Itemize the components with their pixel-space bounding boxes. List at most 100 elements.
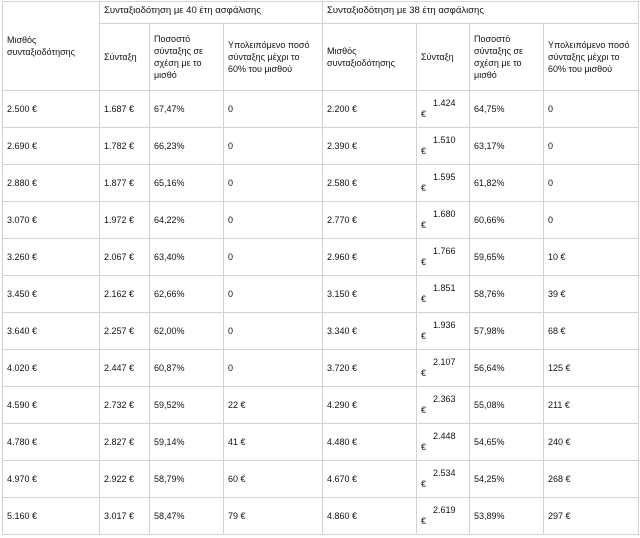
cell-pension-38-currency: € (421, 442, 427, 452)
cell-pension-38-currency: € (421, 368, 427, 378)
cell-percentage-38: 57,98% (469, 312, 545, 350)
cell-percentage-38: 55,08% (469, 386, 545, 424)
cell-pension-38-currency: € (421, 109, 427, 119)
cell-remaining-38: 268 € (543, 460, 640, 498)
cell-salary-40: 4.970 € (2, 460, 100, 498)
cell-pension-38: 1.936 € (416, 312, 471, 350)
cell-pension-38: 2.363 € (416, 386, 471, 424)
cell-percentage-40: 63,40% (149, 238, 224, 276)
cell-salary-38: 2.580 € (322, 164, 418, 202)
cell-pension-38: 1.510 € (416, 127, 471, 165)
cell-percentage-40: 58,47% (149, 497, 224, 535)
header-percentage-38: Ποσοστό σύνταξης σε σχέση με το μισθό (469, 23, 545, 91)
cell-pension-38-amount: 1.766 (433, 246, 456, 256)
cell-percentage-40: 60,87% (149, 349, 224, 387)
cell-pension-38-amount: 1.595 (433, 172, 456, 182)
cell-pension-38-amount: 2.534 (433, 468, 456, 478)
header-group-38-years: Συνταξιοδότηση με 38 έτη ασφάλισης (322, 1, 640, 24)
cell-percentage-38: 59,65% (469, 238, 545, 276)
cell-remaining-40: 0 (222, 275, 324, 313)
header-percentage-40: Ποσοστό σύνταξης σε σχέση με το μισθό (149, 23, 224, 91)
cell-pension-38-amount: 1.510 (433, 135, 456, 145)
cell-pension-40: 2.257 € (99, 312, 150, 350)
cell-pension-38-currency: € (421, 479, 427, 489)
cell-pension-38-currency: € (421, 294, 427, 304)
table-row: 2.880 €1.877 €65,16% 0 2.580 €1.595 €61,82%… (2, 164, 640, 202)
cell-percentage-40: 64,22% (149, 201, 224, 239)
cell-pension-40: 3.017 € (99, 497, 150, 535)
cell-salary-40: 3.260 € (2, 238, 100, 276)
cell-salary-38: 3.340 € (322, 312, 418, 350)
table-row: 4.970 €2.922 €58,79% 60 €4.670 € 2.534 €54,… (2, 460, 640, 498)
cell-percentage-38: 60,66% (469, 201, 545, 239)
cell-pension-38-amount: 1.851 (433, 283, 456, 293)
header-group-40-years: Συνταξιοδότηση με 40 έτη ασφάλισης (98, 1, 324, 24)
table-row: 2.500 €1.687 €67,47% 0 2.200 €1.424 €64,75%… (2, 90, 640, 128)
header-row-groups: Μισθός συνταξιοδότησης Συνταξιοδότηση με… (2, 1, 640, 91)
cell-percentage-38: 53,89% (469, 497, 545, 535)
cell-salary-38: 2.200 € (322, 90, 418, 128)
cell-salary-40: 4.590 € (2, 386, 100, 424)
cell-remaining-38: 297 € (543, 497, 640, 535)
cell-pension-38-currency: € (421, 183, 427, 193)
cell-percentage-40: 66,23% (149, 127, 224, 165)
cell-salary-38: 4.480 € (322, 423, 418, 461)
cell-salary-38: 2.390 € (322, 127, 418, 165)
cell-pension-38-currency: € (421, 405, 427, 415)
cell-pension-38-amount: 1.680 (433, 209, 456, 219)
header-salary-38: Μισθός συνταξιοδότησης (322, 23, 418, 91)
cell-remaining-38: 211 € (543, 386, 640, 424)
cell-remaining-38: 0 (543, 201, 640, 239)
cell-pension-38-currency: € (421, 146, 427, 156)
table-row: 2.690 €1.782 €66,23% 0 2.390 €1.510 €63,17%… (2, 127, 640, 165)
cell-pension-38-amount: 1.936 (433, 320, 456, 330)
cell-salary-38: 2.770 € (322, 201, 418, 239)
cell-remaining-38: 10 € (543, 238, 640, 276)
cell-salary-38: 4.670 € (322, 460, 418, 498)
cell-salary-40: 2.690 € (2, 127, 100, 165)
cell-salary-38: 3.150 € (322, 275, 418, 313)
cell-salary-38: 2.960 € (322, 238, 418, 276)
cell-remaining-40: 22 € (222, 386, 324, 424)
cell-percentage-38: 54,65% (469, 423, 545, 461)
table-row: 3.070 €1.972 €64,22% 0 2.770 €1.680 €60,66%… (2, 201, 640, 239)
cell-pension-38-amount: 1.424 (433, 98, 456, 108)
cell-pension-40: 1.877 € (99, 164, 150, 202)
cell-remaining-40: 0 (222, 349, 324, 387)
header-pension-40: Σύνταξη (99, 23, 150, 91)
cell-remaining-38: 240 € (543, 423, 640, 461)
cell-salary-40: 3.070 € (2, 201, 100, 239)
cell-pension-40: 2.827 € (99, 423, 150, 461)
cell-pension-38-amount: 2.363 (433, 394, 456, 404)
cell-pension-38: 2.448 € (416, 423, 471, 461)
cell-remaining-40: 0 (222, 201, 324, 239)
cell-salary-38: 3.720 € (322, 349, 418, 387)
cell-percentage-38: 58,76% (469, 275, 545, 313)
cell-salary-40: 4.780 € (2, 423, 100, 461)
cell-pension-38: 1.424 € (416, 90, 471, 128)
cell-pension-38: 2.619 € (416, 497, 471, 535)
cell-remaining-40: 0 (222, 312, 324, 350)
cell-pension-40: 2.447 € (99, 349, 150, 387)
cell-salary-40: 5.160 € (2, 497, 100, 535)
cell-pension-40: 1.972 € (99, 201, 150, 239)
cell-remaining-38: 68 € (543, 312, 640, 350)
cell-percentage-38: 54,25% (469, 460, 545, 498)
cell-pension-40: 2.732 € (99, 386, 150, 424)
cell-pension-38-amount: 2.107 (433, 357, 456, 367)
cell-pension-38-amount: 2.448 (433, 431, 456, 441)
cell-percentage-40: 59,14% (149, 423, 224, 461)
cell-pension-38: 1.851 € (416, 275, 471, 313)
cell-percentage-38: 63,17% (469, 127, 545, 165)
cell-pension-38-currency: € (421, 257, 427, 267)
header-remaining-40: Υπολειπόμενο ποσό σύνταξης μέχρι το 60% … (222, 23, 324, 91)
cell-pension-38-currency: € (421, 516, 427, 526)
cell-pension-38: 1.680 € (416, 201, 471, 239)
table-row: 3.450 €2.162 €62,66% 0 3.150 € 1.851 €58,76%… (2, 275, 640, 313)
cell-remaining-40: 41 € (222, 423, 324, 461)
cell-pension-38: 2.534 € (416, 460, 471, 498)
cell-salary-40: 2.880 € (2, 164, 100, 202)
cell-salary-40: 3.450 € (2, 275, 100, 313)
cell-pension-38: 1.766 € (416, 238, 471, 276)
